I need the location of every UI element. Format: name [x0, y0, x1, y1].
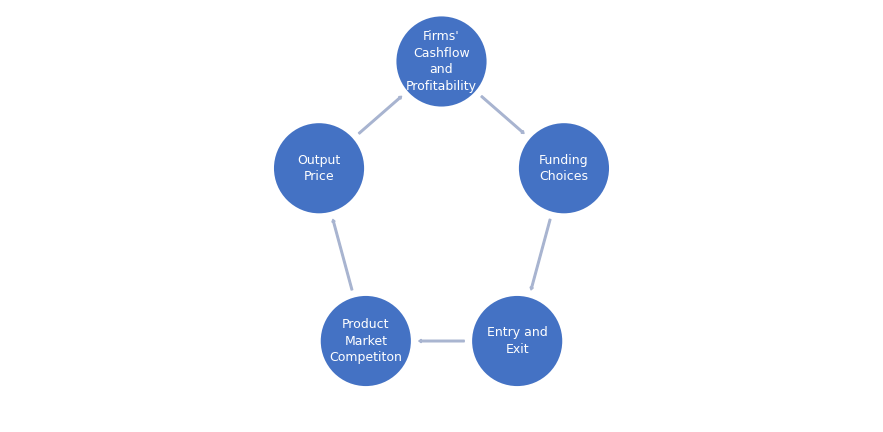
- Circle shape: [396, 16, 487, 107]
- Text: Entry and
Exit: Entry and Exit: [487, 326, 547, 356]
- Text: Product
Market
Competiton: Product Market Competiton: [329, 318, 403, 364]
- Circle shape: [274, 123, 364, 213]
- Text: Output
Price: Output Price: [298, 153, 341, 183]
- Circle shape: [472, 296, 562, 386]
- Text: Firms'
Cashflow
and
Profitability: Firms' Cashflow and Profitability: [406, 30, 477, 93]
- Text: Funding
Choices: Funding Choices: [540, 153, 589, 183]
- Circle shape: [321, 296, 411, 386]
- Circle shape: [519, 123, 609, 213]
